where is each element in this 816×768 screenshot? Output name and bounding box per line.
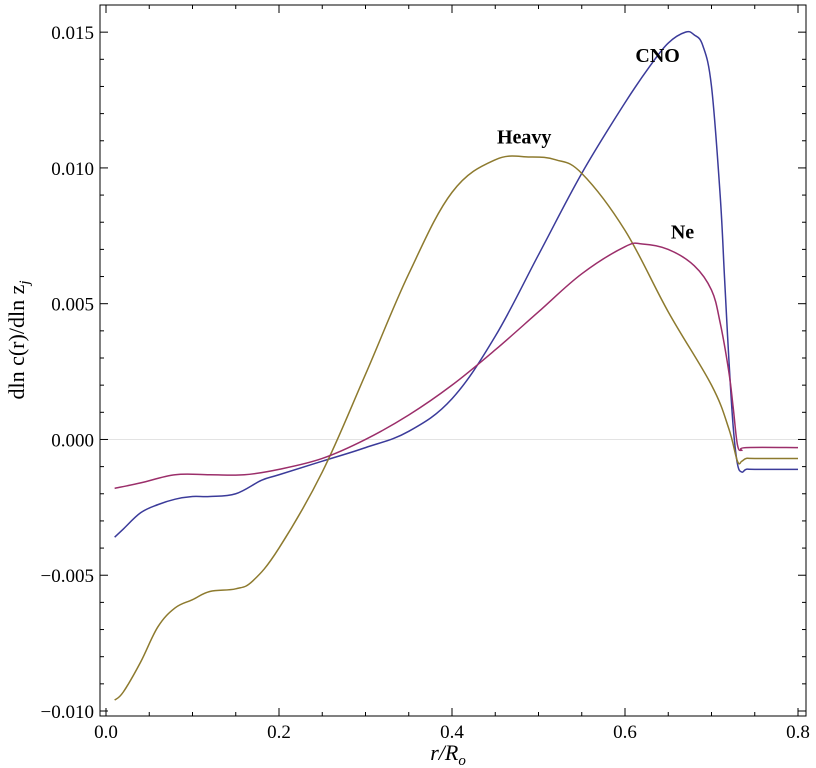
x-tick-label: 0.0 xyxy=(94,722,118,743)
y-tick-label: 0.010 xyxy=(51,159,94,180)
series-label-ne: Ne xyxy=(671,222,694,244)
series-line-ne xyxy=(114,242,799,490)
axis-ticks xyxy=(100,4,806,716)
axis-tick-labels: 0.0 0.2 0.4 0.6 0.8 −0.010 −0.005 0.000 0.005 0.0… xyxy=(41,23,810,743)
annotations-layer: CNO Heavy Ne xyxy=(497,45,694,244)
plot-frame xyxy=(99,4,807,717)
x-tick-label: 0.4 xyxy=(440,722,464,743)
x-tick-label: 0.6 xyxy=(613,722,637,743)
series-layer xyxy=(114,30,799,701)
y-tick-label: 0.015 xyxy=(51,23,94,44)
y-tick-label: 0.005 xyxy=(51,295,94,316)
y-tick-label: −0.010 xyxy=(41,702,94,723)
x-axis-title: r/Ro xyxy=(430,740,466,768)
y-tick-label: −0.005 xyxy=(41,566,94,587)
series-label-cno: CNO xyxy=(635,45,679,67)
series-label-heavy: Heavy xyxy=(497,126,551,148)
series-line-heavy xyxy=(114,155,798,701)
y-axis-title: dln c(r)/dln zj xyxy=(4,280,33,399)
x-tick-label: 0.2 xyxy=(267,722,291,743)
series-line-cno xyxy=(114,30,798,538)
x-tick-label: 0.8 xyxy=(786,722,810,743)
y-tick-label: 0.000 xyxy=(51,430,94,451)
